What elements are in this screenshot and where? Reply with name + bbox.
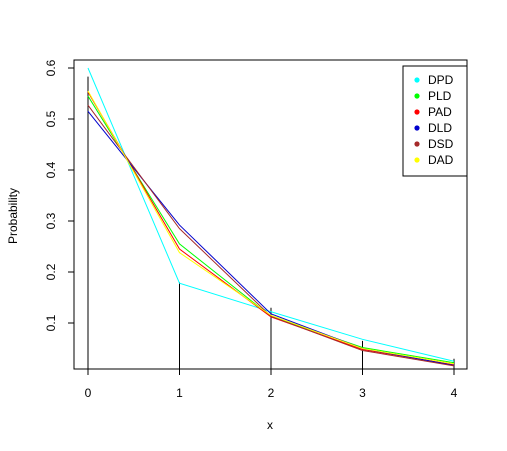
y-tick-label: 0.1 [44, 314, 58, 331]
legend-marker-pld [414, 93, 420, 99]
legend-marker-dld [414, 125, 420, 131]
x-tick-label: 3 [359, 386, 366, 400]
x-tick-label: 4 [451, 386, 458, 400]
x-tick-label: 1 [176, 386, 183, 400]
legend-label-dpd: DPD [428, 73, 454, 87]
y-axis-title: Probability [6, 188, 20, 244]
legend-label-pad: PAD [428, 105, 452, 119]
series-line-dsd [87, 104, 455, 367]
legend-marker-pad [414, 109, 420, 115]
legend-marker-dpd [414, 77, 420, 83]
x-axis: 0 1 2 3 4 [85, 369, 458, 400]
legend-marker-dsd [414, 141, 420, 147]
legend-label-pld: PLD [428, 89, 452, 103]
observed-bars [87, 76, 455, 369]
y-tick-label: 0.4 [44, 161, 58, 178]
y-tick-label: 0.6 [44, 59, 58, 76]
y-tick-label: 0.5 [44, 110, 58, 127]
y-tick-label: 0.3 [44, 212, 58, 229]
legend-label-dad: DAD [428, 153, 454, 167]
legend-box [402, 65, 468, 177]
y-tick-label: 0.2 [44, 263, 58, 280]
series-line-dad [87, 90, 455, 365]
legend: DPD PLD PAD DLD DSD DAD [402, 65, 468, 177]
y-axis: 0.1 0.2 0.3 0.4 0.5 0.6 [44, 59, 74, 331]
x-tick-label: 2 [268, 386, 275, 400]
legend-label-dsd: DSD [428, 137, 454, 151]
x-tick-label: 0 [85, 386, 92, 400]
series-lines [87, 67, 455, 367]
series-line-dpd [87, 67, 455, 362]
legend-label-dld: DLD [428, 121, 452, 135]
x-axis-title: x [267, 418, 273, 432]
legend-marker-dad [414, 157, 420, 163]
